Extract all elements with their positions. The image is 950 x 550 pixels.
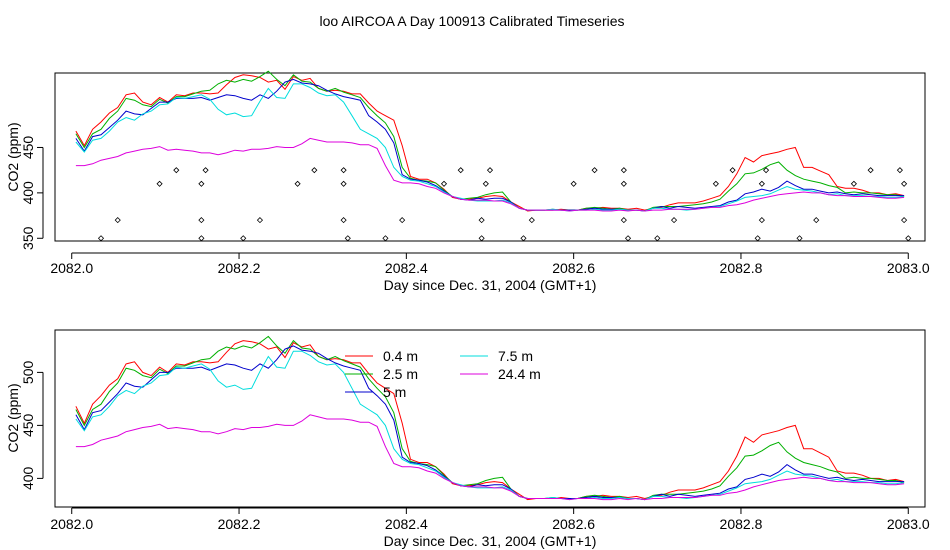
bottom-series-lines xyxy=(75,335,905,501)
diamond-marker xyxy=(440,180,448,187)
diamond-marker xyxy=(758,217,765,224)
x-tick-label: 2082.2 xyxy=(218,516,261,532)
series-line-0-4-m xyxy=(75,74,905,212)
diamond-marker xyxy=(591,167,598,174)
diamond-marker xyxy=(478,217,485,224)
series-line-2-5-m xyxy=(75,335,905,501)
bottom-chart: Day since Dec. 31, 2004 (GMT+1) CO2 (ppm… xyxy=(5,329,930,549)
series-line-24-4-m xyxy=(75,414,905,501)
y-tick-label: 400 xyxy=(20,181,36,205)
series-line-0-4-m xyxy=(75,340,905,501)
legend-label: 2.5 m xyxy=(383,366,418,382)
diamond-marker xyxy=(344,235,351,242)
x-tick-label: 2082.6 xyxy=(552,516,595,532)
legend: 0.4 m 2.5 m 5 m 7.5 m 24.4 m xyxy=(345,348,541,400)
legend-label: 24.4 m xyxy=(498,366,541,382)
top-chart: Day since Dec. 31, 2004 (GMT+1) CO2 (ppm… xyxy=(5,70,930,293)
diamond-marker xyxy=(796,235,803,242)
top-series-lines xyxy=(75,70,905,212)
diamond-marker xyxy=(340,167,347,174)
x-tick-label: 2083.0 xyxy=(887,516,930,532)
diamond-marker xyxy=(399,217,406,224)
x-tick-label: 2082.4 xyxy=(385,260,428,276)
figure-title: loo AIRCOA A Day 100913 Calibrated Times… xyxy=(319,13,624,29)
diamond-marker xyxy=(867,167,874,174)
diamond-marker xyxy=(202,167,209,174)
diamond-marker xyxy=(620,167,627,174)
bottom-y-axis-label: CO2 (ppm) xyxy=(5,383,21,452)
diamond-marker xyxy=(754,235,761,242)
diamond-marker xyxy=(654,235,661,242)
x-tick-label: 2083.0 xyxy=(887,260,930,276)
diamond-marker xyxy=(570,180,577,187)
series-line-5-m xyxy=(75,78,905,212)
diamond-marker xyxy=(905,235,912,242)
diamond-marker xyxy=(901,180,908,187)
diamond-marker xyxy=(97,235,105,242)
diamond-marker xyxy=(901,217,908,224)
diamond-marker xyxy=(340,217,347,224)
top-axes: 2082.0 2082.2 2082.4 2082.6 2082.8 2083.0 350 4… xyxy=(20,136,930,276)
bottom-axes: 2082.0 2082.2 2082.4 2082.6 2082.8 2083.0 400 4… xyxy=(20,361,930,532)
y-tick-label: 500 xyxy=(20,361,36,385)
diamond-marker xyxy=(520,235,527,242)
diamond-marker xyxy=(486,167,494,174)
diamond-marker xyxy=(457,167,464,174)
y-tick-label: 450 xyxy=(20,136,36,160)
diamond-marker xyxy=(156,180,163,187)
diamond-marker xyxy=(478,235,485,242)
x-tick-label: 2082.6 xyxy=(552,260,595,276)
diamond-marker xyxy=(294,180,301,187)
diamond-marker xyxy=(256,217,264,224)
diamond-marker xyxy=(311,167,318,174)
x-tick-label: 2082.4 xyxy=(385,516,428,532)
diamond-marker xyxy=(729,167,736,174)
series-line-24-4-m xyxy=(75,137,905,212)
x-tick-label: 2082.0 xyxy=(50,516,93,532)
diamond-marker xyxy=(712,180,719,187)
diamond-marker xyxy=(813,217,820,224)
diamond-marker xyxy=(620,217,627,224)
diamond-marker xyxy=(624,235,632,242)
top-y-axis-label: CO2 (ppm) xyxy=(5,122,21,191)
diamond-marker xyxy=(173,167,180,174)
y-tick-label: 350 xyxy=(20,226,36,250)
bottom-plot-frame xyxy=(54,329,926,508)
x-tick-label: 2082.8 xyxy=(720,516,763,532)
diamond-marker xyxy=(758,180,765,187)
series-line-5-m xyxy=(75,345,905,501)
series-line-7-5-m xyxy=(75,350,905,501)
diamond-marker xyxy=(240,235,247,242)
y-tick-label: 400 xyxy=(20,466,36,490)
diamond-marker xyxy=(670,217,678,224)
diamond-marker xyxy=(198,217,205,224)
diamond-marker xyxy=(620,180,627,187)
diamond-marker xyxy=(482,180,489,187)
diamond-marker xyxy=(896,167,903,174)
top-markers xyxy=(97,167,912,242)
diamond-marker xyxy=(528,217,535,224)
top-x-axis-label: Day since Dec. 31, 2004 (GMT+1) xyxy=(384,277,597,293)
legend-label: 5 m xyxy=(383,384,406,400)
legend-label: 0.4 m xyxy=(383,348,418,364)
legend-label: 7.5 m xyxy=(498,348,533,364)
x-tick-label: 2082.8 xyxy=(720,260,763,276)
diamond-marker xyxy=(762,167,770,174)
x-tick-label: 2082.2 xyxy=(218,260,261,276)
bottom-x-axis-label: Day since Dec. 31, 2004 (GMT+1) xyxy=(384,533,597,549)
diamond-marker xyxy=(850,180,857,187)
diamond-marker xyxy=(198,235,205,242)
diamond-marker xyxy=(340,180,347,187)
series-line-2-5-m xyxy=(75,70,905,212)
diamond-marker xyxy=(114,217,121,224)
series-line-7-5-m xyxy=(75,83,905,212)
top-plot-frame xyxy=(54,72,926,242)
diamond-marker xyxy=(382,235,389,242)
diamond-marker xyxy=(198,180,205,187)
x-tick-label: 2082.0 xyxy=(50,260,93,276)
y-tick-label: 450 xyxy=(20,413,36,437)
